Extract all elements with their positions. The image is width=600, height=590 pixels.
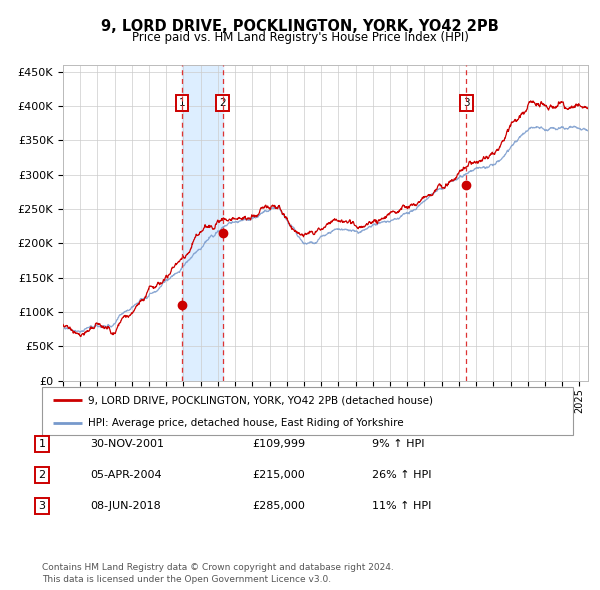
- FancyBboxPatch shape: [42, 387, 573, 435]
- Text: £285,000: £285,000: [252, 502, 305, 511]
- Text: 26% ↑ HPI: 26% ↑ HPI: [372, 470, 431, 480]
- Text: Contains HM Land Registry data © Crown copyright and database right 2024.: Contains HM Land Registry data © Crown c…: [42, 563, 394, 572]
- Bar: [182, 65, 223, 381]
- Text: 11% ↑ HPI: 11% ↑ HPI: [372, 502, 431, 511]
- Text: HPI: Average price, detached house, East Riding of Yorkshire: HPI: Average price, detached house, East…: [88, 418, 404, 428]
- Text: 1: 1: [179, 97, 185, 107]
- Text: 9, LORD DRIVE, POCKLINGTON, YORK, YO42 2PB (detached house): 9, LORD DRIVE, POCKLINGTON, YORK, YO42 2…: [88, 395, 433, 405]
- Text: 3: 3: [38, 502, 46, 511]
- Text: £215,000: £215,000: [252, 470, 305, 480]
- Text: 2: 2: [38, 470, 46, 480]
- Text: 2: 2: [219, 97, 226, 107]
- Text: 1: 1: [38, 439, 46, 448]
- Text: 08-JUN-2018: 08-JUN-2018: [90, 502, 161, 511]
- Text: £109,999: £109,999: [252, 439, 305, 448]
- Text: This data is licensed under the Open Government Licence v3.0.: This data is licensed under the Open Gov…: [42, 575, 331, 584]
- Text: 30-NOV-2001: 30-NOV-2001: [90, 439, 164, 448]
- Text: 9% ↑ HPI: 9% ↑ HPI: [372, 439, 425, 448]
- Text: 3: 3: [463, 97, 470, 107]
- Text: Price paid vs. HM Land Registry's House Price Index (HPI): Price paid vs. HM Land Registry's House …: [131, 31, 469, 44]
- Text: 05-APR-2004: 05-APR-2004: [90, 470, 161, 480]
- Text: 9, LORD DRIVE, POCKLINGTON, YORK, YO42 2PB: 9, LORD DRIVE, POCKLINGTON, YORK, YO42 2…: [101, 19, 499, 34]
